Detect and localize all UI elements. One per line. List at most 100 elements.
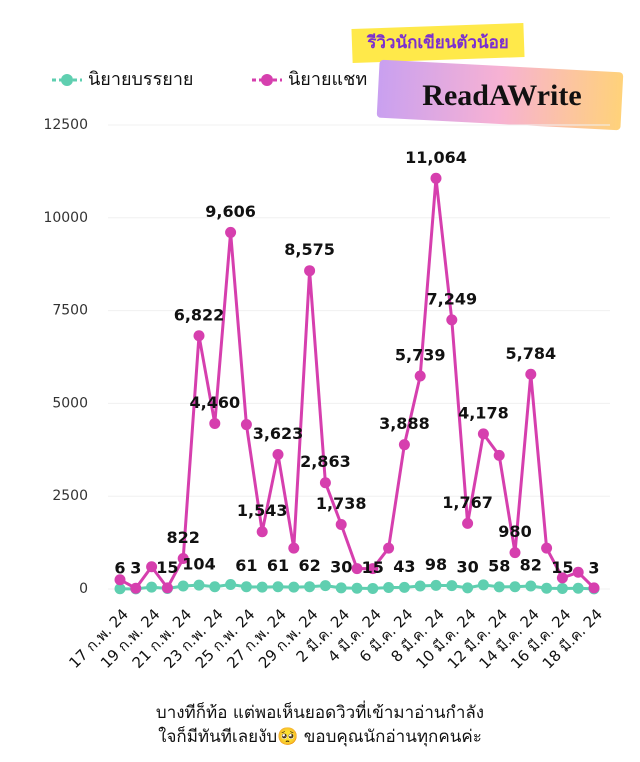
data-point [493, 449, 505, 461]
data-point [477, 579, 489, 591]
data-point [256, 526, 268, 538]
data-point [462, 517, 474, 529]
data-point [430, 579, 442, 591]
legend-marker [261, 74, 273, 86]
data-point [351, 563, 363, 575]
data-point [556, 582, 568, 594]
data-label: 15 [156, 558, 178, 577]
data-point [288, 542, 300, 554]
data-label: 15 [362, 558, 384, 577]
data-label: 1,738 [316, 494, 367, 513]
data-label: 30 [456, 557, 478, 576]
data-point [177, 580, 189, 592]
badge: รีวิวนักเขียนตัวน้อย ReadAWrite [351, 23, 624, 131]
data-point [367, 582, 379, 594]
y-tick-label: 5000 [52, 395, 88, 411]
data-label: 5,739 [395, 345, 446, 364]
data-label: 104 [182, 555, 215, 574]
data-point [240, 419, 252, 431]
data-point [541, 542, 553, 554]
data-point [114, 574, 126, 586]
data-label: 4,178 [458, 403, 509, 422]
data-label: 62 [298, 556, 320, 575]
data-label: 15 [551, 558, 573, 577]
data-point [398, 439, 410, 451]
data-point [193, 579, 205, 591]
data-point [193, 330, 205, 342]
data-point [446, 314, 458, 326]
data-label: 61 [267, 556, 289, 575]
data-label: 82 [520, 555, 542, 574]
legend-label: นิยายแชท [288, 69, 367, 90]
data-label: 58 [488, 556, 510, 575]
data-point [367, 563, 379, 575]
data-point [446, 580, 458, 592]
data-point [319, 477, 331, 489]
data-point [209, 581, 221, 593]
y-tick-label: 0 [79, 581, 88, 597]
data-point [414, 580, 426, 592]
data-label: 43 [393, 557, 415, 576]
data-point [556, 572, 568, 584]
data-point [414, 370, 426, 382]
data-label: 5,784 [505, 344, 556, 363]
data-point [272, 581, 284, 593]
data-point [335, 582, 347, 594]
data-point [509, 547, 521, 559]
data-label: 9,606 [205, 202, 256, 221]
badge-tag-bg [351, 23, 525, 63]
data-point [588, 582, 600, 594]
badge-tagline: รีวิวนักเขียนตัวน้อย [366, 32, 508, 53]
data-label: 61 [235, 556, 257, 575]
caption: ใจก็มีทันทีเลยงับ🥺 ขอบคุณนักอ่านทุกคนค่ะ [158, 725, 482, 747]
data-point [525, 368, 537, 380]
data-point [177, 552, 189, 564]
data-label: 4,460 [189, 393, 240, 412]
data-point [462, 582, 474, 594]
data-point [146, 581, 158, 593]
data-point [304, 265, 316, 277]
y-tick-label: 2500 [52, 488, 88, 504]
data-point [383, 542, 395, 554]
legend-marker [61, 74, 73, 86]
data-point [509, 581, 521, 593]
data-point [288, 581, 300, 593]
y-tick-label: 10000 [43, 210, 88, 226]
data-label: 8,575 [284, 240, 335, 259]
y-tick-label: 12500 [43, 117, 88, 133]
data-point [572, 566, 584, 578]
data-point [351, 582, 363, 594]
data-point [335, 518, 347, 530]
data-point [477, 428, 489, 440]
data-label: 1,543 [237, 501, 288, 520]
data-label: 3,888 [379, 414, 430, 433]
data-point [272, 449, 284, 461]
badge-brand: ReadAWrite [422, 79, 581, 112]
badge-brand-bg [376, 59, 624, 131]
data-point [304, 581, 316, 593]
data-point [161, 582, 173, 594]
data-label: 30 [330, 557, 352, 576]
data-point [572, 582, 584, 594]
data-label: 7,249 [426, 289, 477, 308]
data-label: 3 [588, 558, 599, 577]
data-label: 980 [498, 522, 531, 541]
y-tick-label: 7500 [52, 303, 88, 319]
data-point [541, 582, 553, 594]
data-point [430, 172, 442, 184]
data-point [398, 581, 410, 593]
data-point [319, 580, 331, 592]
data-point [493, 581, 505, 593]
data-label: 2,863 [300, 452, 351, 471]
data-label: 822 [166, 528, 199, 547]
data-label: 11,064 [405, 148, 467, 167]
data-point [225, 579, 237, 591]
data-point [146, 561, 158, 573]
data-point [240, 581, 252, 593]
caption: บางทีก็ท้อ แต่พอเห็นยอดวิวที่เข้ามาอ่านก… [156, 700, 484, 723]
data-point [383, 582, 395, 594]
data-point [525, 580, 537, 592]
data-label: 6,822 [174, 305, 225, 324]
data-label: 98 [425, 555, 447, 574]
